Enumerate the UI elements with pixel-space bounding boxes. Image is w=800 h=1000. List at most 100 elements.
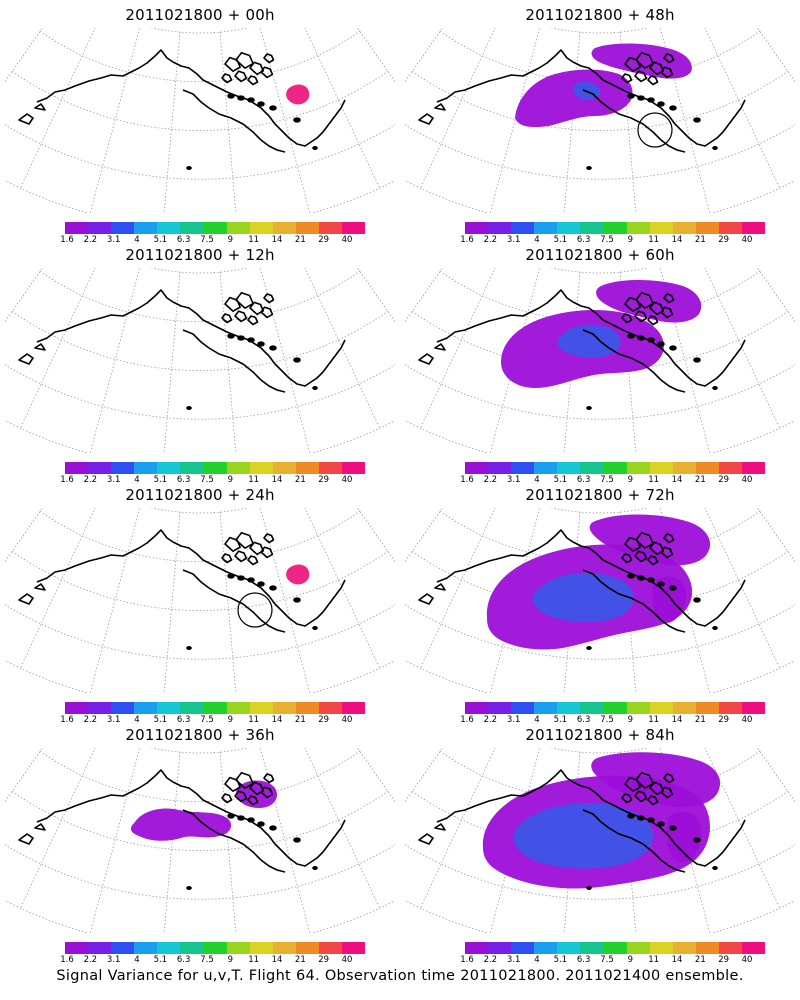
colorbar-swatch [741,702,766,714]
colorbar [65,942,366,954]
colorbar-swatch [341,942,366,954]
colorbar-swatch [203,462,227,474]
colorbar-tick-label: 6.3 [176,955,191,965]
colorbar-tick-label: 7.5 [200,235,214,245]
colorbar-tick-label: 9 [227,475,234,485]
colorbar-tick-label: 9 [627,235,634,245]
colorbar-ticks: 1.6 2.2 3.1 4 5.1 6.3 7.5 9 11 14 21 29 40 [57,715,377,727]
coastline [418,49,746,171]
colorbar-swatch [741,942,766,954]
panel-title: 2011021800 + 72h [525,486,675,504]
colorbar-swatch [203,942,227,954]
colorbar-tick-label: 3.1 [506,715,521,725]
colorbar-tick-label: 2.2 [483,955,498,965]
colorbar [65,222,366,234]
map-panel: 2011021800 + 48h 1.6 2.2 3.1 4 5.1 6.3 7.5 9 11 14… [405,0,795,245]
colorbar-swatch [580,942,604,954]
map-canvas [405,748,795,933]
colorbar-swatch [695,222,719,234]
colorbar-ticks: 1.6 2.2 3.1 4 5.1 6.3 7.5 9 11 14 21 29 40 [457,475,777,487]
colorbar-swatch [488,222,512,234]
colorbar-tick-label: 5.1 [553,235,568,245]
observation-circle [637,112,673,148]
colorbar [465,942,766,954]
map-canvas [5,748,395,933]
colorbar-tick-label: 14 [271,475,283,485]
colorbar-swatch [88,942,112,954]
variance-region [286,564,310,585]
colorbar-swatch [603,462,627,474]
colorbar-swatch [672,222,696,234]
colorbar [65,702,366,714]
colorbar-tick-label: 4 [534,475,540,485]
map-panel: 2011021800 + 00h 1.6 2.2 3.1 4 5.1 6.3 7.5 9 11 14… [5,0,395,245]
colorbar-swatch [649,222,673,234]
colorbar-tick-label: 1.6 [460,715,474,725]
colorbar-swatch [580,702,604,714]
colorbar-swatch [180,462,204,474]
colorbar-swatch [488,462,512,474]
colorbar-swatch [511,222,535,234]
colorbar-tick-label: 21 [694,235,706,245]
colorbar-swatch [741,462,766,474]
colorbar [465,702,766,714]
colorbar-swatch [249,702,273,714]
colorbar-tick-label: 6.3 [576,235,591,245]
colorbar-swatch [226,462,250,474]
colorbar-swatch [649,462,673,474]
colorbar-tick-label: 6.3 [576,715,591,725]
colorbar-tick-label: 6.3 [176,475,191,485]
colorbar-swatch [180,702,204,714]
map-canvas [405,268,795,453]
colorbar-tick-label: 11 [648,475,660,485]
colorbar-swatch [249,942,273,954]
panel-title: 2011021800 + 00h [125,6,275,24]
map-panel: 2011021800 + 84h 1.6 2.2 3.1 4 5.1 6.3 7.5 9 11 14… [405,720,795,965]
colorbar-swatch [649,702,673,714]
panel-title: 2011021800 + 24h [125,486,275,504]
colorbar-tick-label: 1.6 [60,715,74,725]
variance-field [286,84,310,105]
colorbar-tick-label: 2.2 [83,955,98,965]
colorbar-swatch [557,462,581,474]
colorbar-swatch [695,942,719,954]
colorbar-tick-label: 14 [671,235,683,245]
colorbar-swatch [488,942,512,954]
colorbar-ticks: 1.6 2.2 3.1 4 5.1 6.3 7.5 9 11 14 21 29 40 [57,955,377,967]
colorbar-tick-label: 14 [671,475,683,485]
colorbar-swatch [557,702,581,714]
colorbar-swatch [672,462,696,474]
colorbar-swatch [318,942,342,954]
colorbar-tick-label: 29 [318,955,330,965]
graticule [5,748,395,933]
coastline [18,289,346,411]
colorbar-swatch [341,702,366,714]
map-canvas [5,268,395,453]
colorbar-tick-label: 2.2 [83,715,98,725]
colorbar-swatch [157,222,181,234]
colorbar-tick-label: 5.1 [153,235,168,245]
variance-field [482,752,721,889]
colorbar-swatch [718,942,742,954]
colorbar-swatch [295,942,319,954]
colorbar-tick-label: 9 [627,715,634,725]
colorbar-swatch [65,222,89,234]
colorbar-swatch [157,942,181,954]
colorbar-tick-label: 2.2 [83,475,98,485]
colorbar-swatch [203,702,227,714]
colorbar-tick-label: 4 [134,955,140,965]
colorbar-swatch [695,702,719,714]
colorbar-ticks: 1.6 2.2 3.1 4 5.1 6.3 7.5 9 11 14 21 29 40 [457,235,777,247]
colorbar-tick-label: 6.3 [176,235,191,245]
variance-field [286,564,310,585]
colorbar-tick-label: 3.1 [106,235,121,245]
coastline [18,49,346,171]
colorbar-swatch [111,462,135,474]
panel-title: 2011021800 + 48h [525,6,675,24]
colorbar-swatch [488,702,512,714]
colorbar-tick-label: 7.5 [600,715,614,725]
colorbar-swatch [534,462,558,474]
colorbar-swatch [295,462,319,474]
colorbar-tick-label: 2.2 [483,475,498,485]
panel-title: 2011021800 + 84h [525,726,675,744]
